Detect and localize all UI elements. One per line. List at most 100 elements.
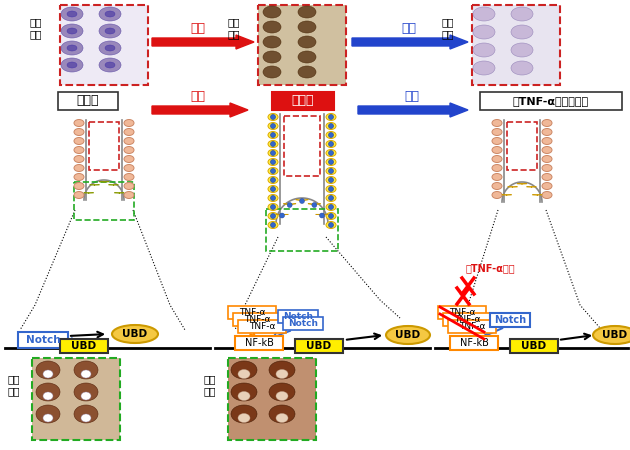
Ellipse shape	[473, 43, 495, 57]
Ellipse shape	[328, 204, 333, 210]
Ellipse shape	[542, 192, 552, 198]
Ellipse shape	[328, 150, 333, 156]
FancyArrow shape	[358, 103, 468, 117]
Ellipse shape	[326, 212, 336, 220]
Ellipse shape	[473, 61, 495, 75]
Ellipse shape	[61, 41, 83, 55]
Bar	[228, 306, 276, 319]
Ellipse shape	[328, 186, 333, 192]
Ellipse shape	[270, 186, 275, 192]
Text: UBD: UBD	[602, 330, 627, 340]
Ellipse shape	[81, 414, 91, 422]
Ellipse shape	[542, 147, 552, 153]
Ellipse shape	[276, 414, 288, 423]
Ellipse shape	[492, 120, 502, 126]
Ellipse shape	[43, 414, 53, 422]
Bar	[233, 313, 281, 326]
Ellipse shape	[268, 140, 278, 148]
Bar	[89, 122, 119, 170]
Ellipse shape	[268, 221, 278, 229]
Ellipse shape	[326, 185, 336, 193]
Bar	[450, 336, 498, 350]
Ellipse shape	[74, 361, 98, 379]
Text: 治療: 治療	[404, 90, 420, 103]
Ellipse shape	[268, 185, 278, 193]
Ellipse shape	[511, 25, 533, 39]
Bar	[510, 339, 558, 353]
Ellipse shape	[326, 113, 336, 121]
Ellipse shape	[268, 149, 278, 157]
FancyArrow shape	[152, 103, 248, 117]
Text: 陰窩
上部: 陰窩 上部	[442, 17, 454, 39]
Ellipse shape	[270, 168, 275, 174]
Text: 陰窩
底部: 陰窩 底部	[8, 374, 20, 396]
Ellipse shape	[276, 392, 288, 400]
Ellipse shape	[124, 138, 134, 144]
Bar	[258, 5, 346, 85]
Ellipse shape	[492, 192, 502, 198]
Ellipse shape	[124, 120, 134, 126]
Ellipse shape	[238, 414, 250, 423]
Ellipse shape	[268, 158, 278, 166]
Ellipse shape	[269, 361, 295, 379]
Ellipse shape	[99, 41, 121, 55]
Ellipse shape	[492, 156, 502, 162]
Text: Notch: Notch	[283, 312, 313, 321]
Ellipse shape	[36, 405, 60, 423]
Ellipse shape	[74, 147, 84, 153]
Text: 増悪: 増悪	[190, 90, 205, 103]
Ellipse shape	[67, 45, 77, 51]
Bar	[60, 339, 108, 353]
Ellipse shape	[124, 147, 134, 153]
Bar	[58, 92, 118, 110]
Text: Notch: Notch	[288, 319, 318, 328]
Text: 抗TNF-α抗体有効時: 抗TNF-α抗体有効時	[513, 96, 589, 106]
Ellipse shape	[270, 195, 275, 201]
Ellipse shape	[99, 7, 121, 21]
Ellipse shape	[67, 62, 77, 68]
Ellipse shape	[326, 158, 336, 166]
Text: UBD: UBD	[71, 341, 96, 351]
Ellipse shape	[238, 369, 250, 378]
Ellipse shape	[473, 25, 495, 39]
Text: 陰窩
上部: 陰窩 上部	[30, 17, 42, 39]
Bar	[238, 320, 286, 333]
Ellipse shape	[61, 24, 83, 38]
Ellipse shape	[326, 167, 336, 175]
Ellipse shape	[124, 192, 134, 198]
FancyArrow shape	[352, 35, 468, 49]
Ellipse shape	[328, 114, 333, 120]
Ellipse shape	[263, 36, 281, 48]
Ellipse shape	[74, 165, 84, 171]
Ellipse shape	[268, 113, 278, 121]
Ellipse shape	[268, 203, 278, 211]
Ellipse shape	[81, 370, 91, 378]
FancyArrow shape	[152, 35, 254, 49]
Ellipse shape	[74, 405, 98, 423]
Ellipse shape	[386, 326, 430, 344]
Ellipse shape	[328, 168, 333, 174]
Ellipse shape	[269, 383, 295, 401]
Ellipse shape	[298, 6, 316, 18]
Ellipse shape	[43, 392, 53, 400]
Ellipse shape	[231, 361, 257, 379]
Text: UBD: UBD	[122, 329, 147, 339]
Ellipse shape	[74, 120, 84, 126]
Ellipse shape	[36, 361, 60, 379]
Bar	[60, 5, 148, 85]
Ellipse shape	[542, 174, 552, 180]
Ellipse shape	[43, 370, 53, 378]
Ellipse shape	[326, 221, 336, 229]
Ellipse shape	[74, 138, 84, 144]
Ellipse shape	[263, 66, 281, 78]
Bar	[278, 310, 318, 323]
Ellipse shape	[326, 176, 336, 184]
Ellipse shape	[328, 195, 333, 201]
Text: Notch: Notch	[26, 335, 60, 345]
Bar	[490, 313, 530, 327]
Ellipse shape	[270, 213, 275, 219]
FancyArrowPatch shape	[284, 204, 296, 206]
Ellipse shape	[298, 21, 316, 33]
Text: Notch: Notch	[494, 315, 526, 325]
Ellipse shape	[67, 28, 77, 34]
